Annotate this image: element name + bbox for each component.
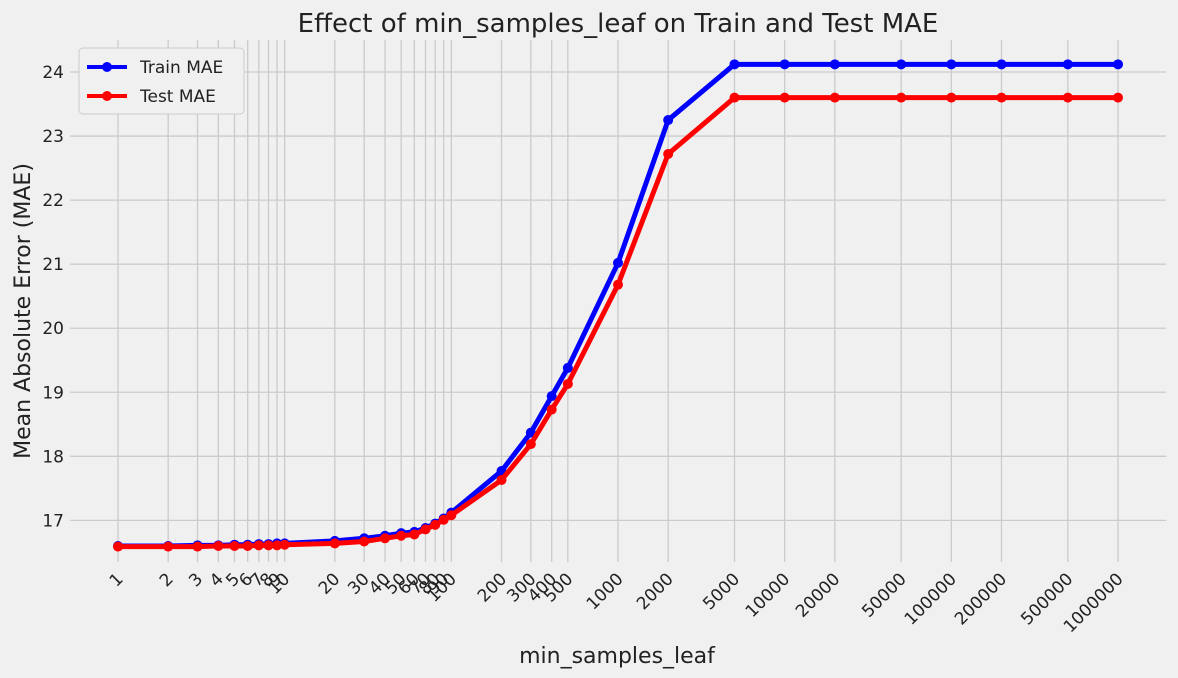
data-point-test	[896, 92, 907, 103]
data-point-train	[1062, 59, 1073, 70]
data-point-train	[663, 115, 674, 126]
data-point-test	[396, 530, 407, 541]
legend-label-test: Test MAE	[139, 87, 216, 107]
y-tick-label: 24	[42, 63, 64, 83]
data-point-train	[562, 362, 573, 373]
data-point-test	[163, 541, 174, 552]
data-point-test	[430, 519, 441, 530]
data-point-test	[409, 529, 420, 540]
data-point-test	[613, 279, 623, 290]
x-axis-label: min_samples_leaf	[519, 644, 716, 669]
y-tick-label: 23	[42, 127, 64, 147]
data-point-test	[329, 538, 340, 549]
data-point-train	[946, 59, 957, 70]
data-point-test	[496, 475, 507, 486]
legend-label-train: Train MAE	[139, 58, 223, 78]
y-tick-label: 18	[42, 447, 64, 467]
data-point-train	[779, 59, 790, 70]
y-tick-label: 22	[42, 191, 64, 211]
data-point-test	[192, 541, 203, 552]
data-point-test	[213, 540, 224, 551]
data-point-test	[729, 92, 740, 103]
data-point-test	[359, 536, 370, 547]
data-point-test	[229, 540, 240, 551]
data-point-test	[420, 524, 431, 535]
data-point-test	[779, 92, 790, 103]
series-layer	[113, 59, 1123, 552]
data-point-train	[996, 59, 1007, 70]
legend-marker-train	[102, 62, 112, 72]
data-point-train	[613, 257, 623, 268]
data-point-test	[380, 533, 391, 544]
data-point-test	[1113, 92, 1123, 103]
data-point-test	[546, 404, 557, 415]
y-tick-label: 21	[42, 255, 64, 275]
data-point-train	[829, 59, 840, 70]
y-axis-label: Mean Absolute Error (MAE)	[11, 163, 36, 459]
data-point-test	[113, 541, 123, 552]
data-point-test	[253, 540, 264, 551]
data-point-train	[729, 59, 740, 70]
data-point-test	[446, 510, 457, 521]
chart-title: Effect of min_samples_leaf on Train and …	[298, 9, 939, 39]
legend: Train MAE Test MAE	[78, 47, 245, 115]
data-point-test	[272, 540, 283, 551]
legend-marker-test	[102, 91, 112, 101]
data-point-test	[946, 92, 957, 103]
data-point-test	[996, 92, 1007, 103]
data-point-test	[525, 439, 536, 450]
data-point-test	[562, 378, 573, 389]
data-point-train	[525, 427, 536, 438]
y-tick-label: 20	[42, 319, 64, 339]
data-point-train	[896, 59, 907, 70]
data-point-test	[242, 540, 253, 551]
y-tick-label: 17	[42, 511, 64, 531]
data-point-test	[279, 539, 290, 550]
data-point-train	[1113, 59, 1123, 70]
grid-layer	[70, 40, 1166, 562]
y-tick-label: 19	[42, 383, 64, 403]
data-point-train	[546, 391, 557, 402]
data-point-test	[829, 92, 840, 103]
data-point-test	[263, 540, 274, 551]
data-point-test	[438, 514, 449, 525]
data-point-test	[663, 149, 674, 160]
data-point-test	[1062, 92, 1073, 103]
